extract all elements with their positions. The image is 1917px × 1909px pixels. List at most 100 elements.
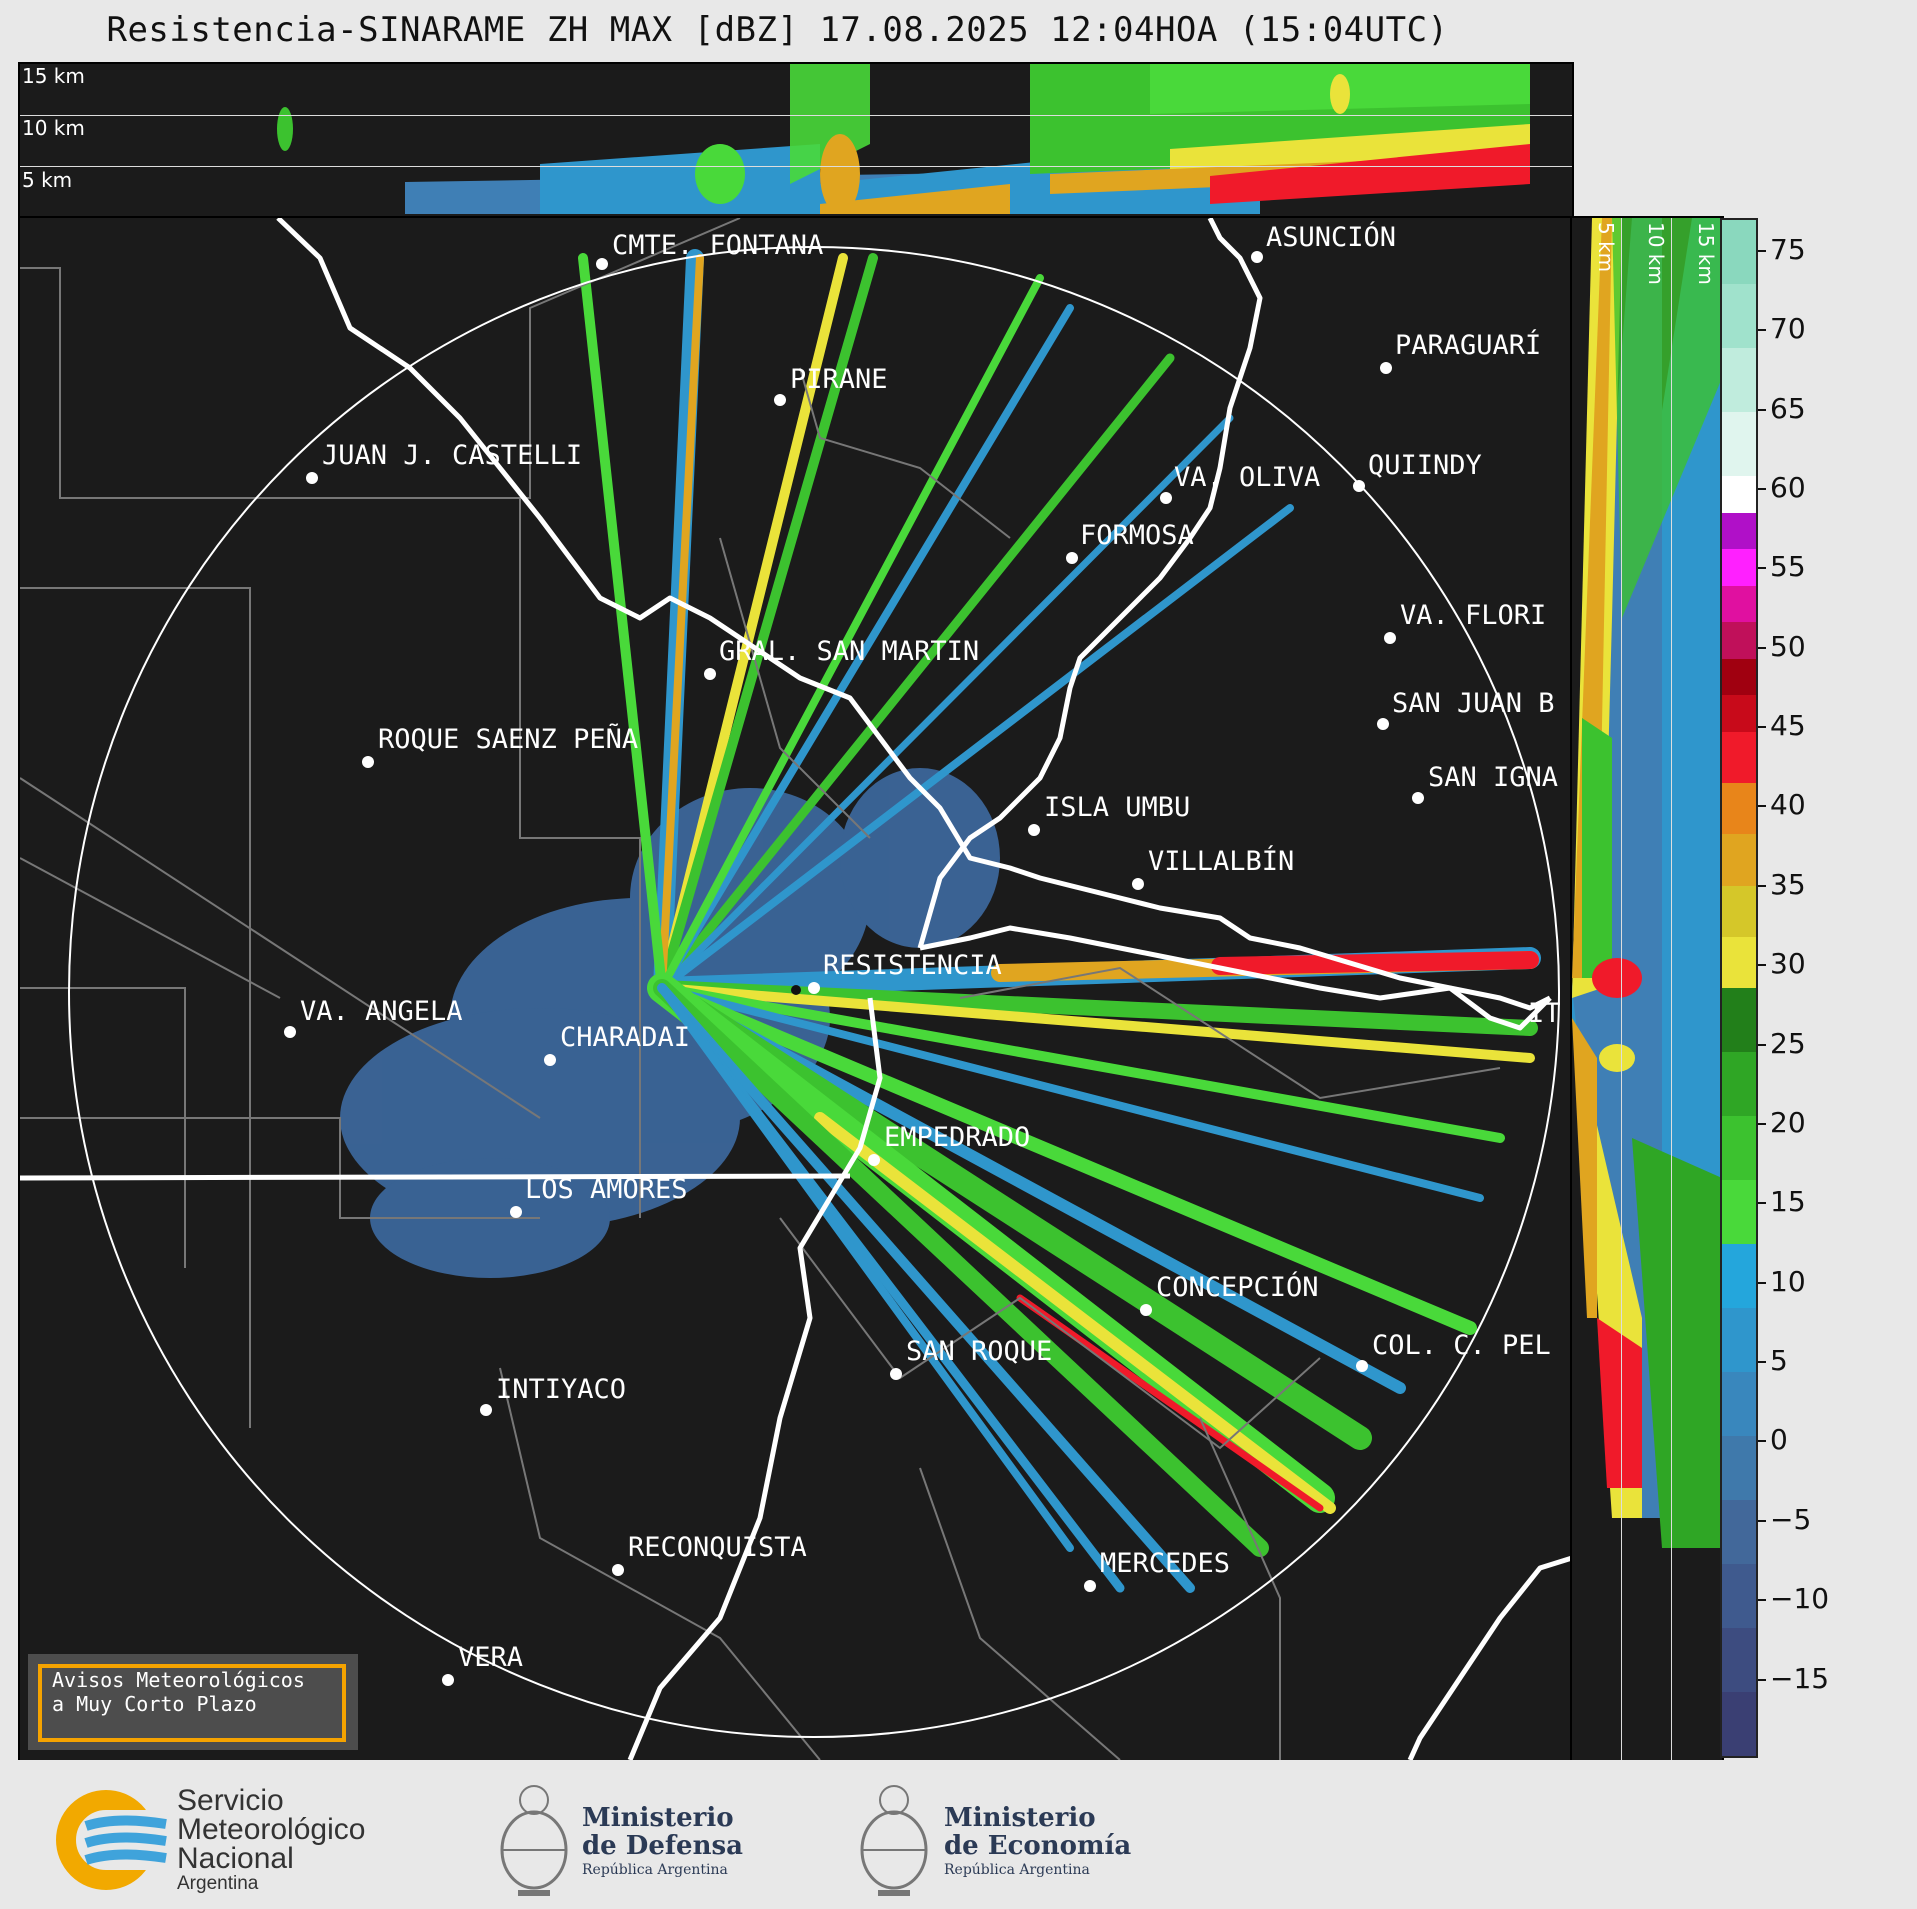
city-label-charadai: CHARADAI <box>560 1022 691 1053</box>
city-label-isla-umbu: ISLA UMBU <box>1044 792 1191 823</box>
altitude-line-10km-vertical <box>1671 218 1672 1760</box>
colorbar-tick-label: 15 <box>1770 1185 1806 1219</box>
colorbar-tick-mark <box>1758 1202 1766 1205</box>
colorbar-segment <box>1722 348 1756 412</box>
colorbar-segment <box>1722 1243 1756 1308</box>
city-dot-charadai <box>544 1054 556 1066</box>
city-dot-roque-saenz-pena <box>362 756 374 768</box>
colorbar-segment <box>1722 1115 1756 1180</box>
colorbar-tick-mark <box>1758 1122 1766 1125</box>
city-label-san-roque: SAN ROQUE <box>906 1336 1053 1367</box>
colorbar-tick-label: 60 <box>1770 470 1806 504</box>
warnings-link-line2: a Muy Corto Plazo <box>52 1692 257 1716</box>
colorbar-tick-mark <box>1758 884 1766 887</box>
colorbar-segment <box>1722 1307 1756 1372</box>
defensa-line2: de Defensa <box>582 1831 743 1861</box>
colorbar-tick-label: −10 <box>1770 1582 1830 1616</box>
warnings-link-line1: Avisos Meteorológicos <box>52 1668 305 1692</box>
colorbar-tick-label: 5 <box>1770 1344 1788 1378</box>
colorbar-tick-mark <box>1758 1361 1766 1364</box>
warnings-link-box[interactable]: Avisos Meteorológicos a Muy Corto Plazo <box>28 1654 358 1750</box>
city-dot-va-angela <box>284 1026 296 1038</box>
city-dot-san-igna <box>1412 792 1424 804</box>
colorbar-tick-label: 70 <box>1770 312 1806 346</box>
city-dot-pirane <box>774 394 786 406</box>
altitude-label-5km-vertical: 5 km <box>1594 222 1618 273</box>
map-title: Resistencia-SINARAME ZH MAX [dBZ] 17.08.… <box>106 10 1449 50</box>
colorbar-segment <box>1722 585 1756 623</box>
colorbar-segment <box>1722 476 1756 513</box>
reflectivity-colorbar <box>1720 218 1758 1758</box>
altitude-label-5km: 5 km <box>22 168 73 192</box>
colorbar-segment <box>1722 1179 1756 1244</box>
smn-logo-text: Servicio Meteorológico Nacional Argentin… <box>177 1786 365 1895</box>
city-label-villalbin: VILLALBÍN <box>1148 846 1295 877</box>
province-boundaries <box>20 218 1501 1760</box>
colorbar-tick-mark <box>1758 1678 1766 1681</box>
altitude-label-10km-vertical: 10 km <box>1644 222 1668 285</box>
altitude-label-15km-vertical: 15 km <box>1694 222 1718 285</box>
altitude-label-10km: 10 km <box>22 116 85 140</box>
colorbar-tick-mark <box>1758 964 1766 967</box>
city-label-roque-saenz-pena: ROQUE SAENZ PEÑA <box>378 724 639 755</box>
colorbar-tick-mark <box>1758 1599 1766 1602</box>
colorbar-tick-label: 45 <box>1770 709 1806 743</box>
city-label-reconquista: RECONQUISTA <box>628 1532 807 1563</box>
city-label-vera: VERA <box>458 1642 524 1673</box>
colorbar-tick-mark <box>1758 1519 1766 1522</box>
colorbar-segment <box>1722 834 1756 886</box>
north-cross-section-echoes <box>277 64 1530 214</box>
colorbar-tick-label: 30 <box>1770 947 1806 981</box>
city-dot-san-juan-b <box>1377 718 1389 730</box>
radar-map-graphics <box>20 218 1572 1760</box>
city-label-cmte-fontana: CMTE. FONTANA <box>612 230 824 261</box>
colorbar-segment <box>1722 695 1756 732</box>
colorbar-segment <box>1722 1691 1756 1756</box>
colorbar-tick-label: −15 <box>1770 1661 1830 1695</box>
city-label-va-angela: VA. ANGELA <box>300 996 463 1027</box>
city-dot-reconquista <box>612 1564 624 1576</box>
colorbar-segment <box>1722 936 1756 988</box>
city-dot-paraguari <box>1380 362 1392 374</box>
economia-coat-of-arms-icon <box>860 1785 928 1896</box>
city-dot-isla-umbu <box>1028 824 1040 836</box>
radar-rays <box>578 249 1541 1593</box>
city-dot-va-flori <box>1384 632 1396 644</box>
city-dot-concepcion <box>1140 1304 1152 1316</box>
city-label-quiindy: QUIINDY <box>1368 450 1482 481</box>
city-label-va-oliva: VA. OLIVA <box>1174 462 1321 493</box>
smn-line1: Servicio <box>177 1784 284 1817</box>
colorbar-segment <box>1722 512 1756 550</box>
economia-line3: República Argentina <box>944 1862 1090 1878</box>
radar-site-marker <box>791 985 801 995</box>
colorbar-segment <box>1722 622 1756 659</box>
city-dot-empedrado <box>868 1154 880 1166</box>
colorbar-segment <box>1722 658 1756 696</box>
city-label-formosa: FORMOSA <box>1080 520 1194 551</box>
economia-line1: Ministerio <box>944 1803 1096 1833</box>
city-dot-va-oliva <box>1160 492 1172 504</box>
city-label-paraguari: PARAGUARÍ <box>1395 330 1542 361</box>
colorbar-segment <box>1722 1435 1756 1500</box>
colorbar-tick-label: 65 <box>1770 391 1806 425</box>
city-label-juan-j-castelli: JUAN J. CASTELLI <box>322 440 583 471</box>
colorbar-tick-mark <box>1758 408 1766 411</box>
colorbar-tick-label: 55 <box>1770 550 1806 584</box>
colorbar-tick-label: 75 <box>1770 232 1806 266</box>
colorbar-segment <box>1722 284 1756 348</box>
colorbar-segment <box>1722 412 1756 476</box>
colorbar-segment <box>1722 1051 1756 1116</box>
country-borders <box>20 218 1572 1760</box>
colorbar-tick-label: 40 <box>1770 788 1806 822</box>
colorbar-tick-label: −5 <box>1770 1502 1812 1536</box>
altitude-label-15km: 15 km <box>22 64 85 88</box>
colorbar-tick-mark <box>1758 329 1766 332</box>
colorbar-tick-mark <box>1758 1281 1766 1284</box>
smn-logo-icon <box>56 1790 176 1890</box>
city-label-asuncion: ASUNCIÓN <box>1266 222 1397 253</box>
colorbar-segment <box>1722 1627 1756 1692</box>
city-dot-vera <box>442 1674 454 1686</box>
colorbar-tick-mark <box>1758 726 1766 729</box>
warnings-link-border[interactable]: Avisos Meteorológicos a Muy Corto Plazo <box>38 1664 346 1742</box>
smn-line4: Argentina <box>177 1873 259 1894</box>
